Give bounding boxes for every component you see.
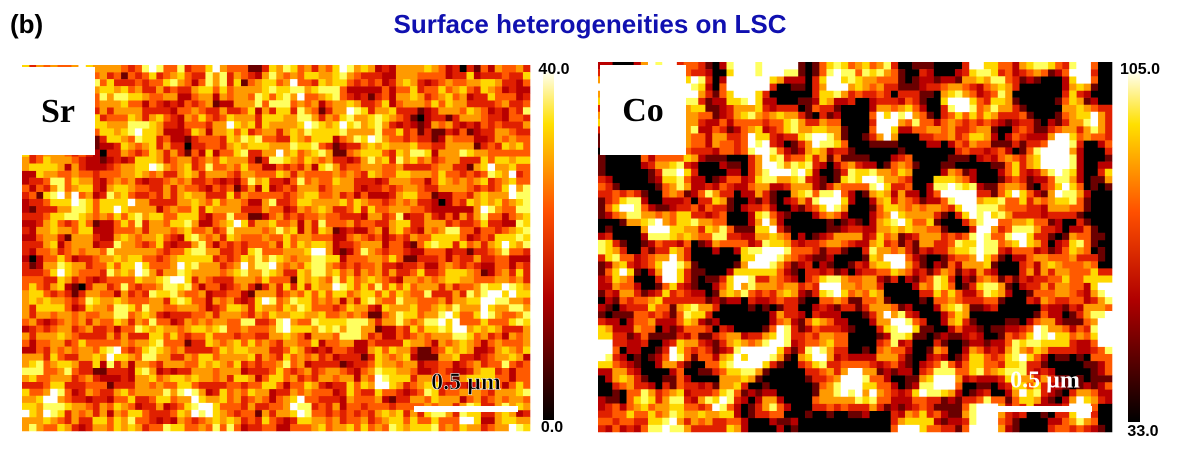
colorbar-max: 105.0 bbox=[1120, 61, 1160, 78]
colorbar bbox=[1128, 72, 1140, 422]
scale-bar-label: 0.5 µm bbox=[1010, 368, 1080, 394]
heatmap-cells bbox=[22, 65, 531, 432]
element-label: Co bbox=[622, 92, 664, 129]
title: Surface heterogeneities on LSC bbox=[394, 9, 787, 39]
heatmap bbox=[22, 65, 531, 432]
panel-label: (b) bbox=[10, 9, 43, 39]
label-box bbox=[600, 65, 686, 155]
colorbar-max: 40.0 bbox=[538, 61, 569, 78]
heatmap-cells bbox=[22, 65, 531, 432]
colorbar bbox=[543, 72, 554, 420]
scale-bar-label: 0.5 µm bbox=[431, 370, 501, 396]
scale-bar bbox=[998, 406, 1092, 412]
element-label: Sr bbox=[41, 93, 75, 130]
heatmap-cells bbox=[598, 62, 1113, 433]
scale-bar bbox=[414, 406, 518, 412]
colorbar-min: 33.0 bbox=[1127, 423, 1158, 440]
colorbar-min: 0.0 bbox=[541, 419, 563, 436]
label-box bbox=[22, 67, 95, 155]
